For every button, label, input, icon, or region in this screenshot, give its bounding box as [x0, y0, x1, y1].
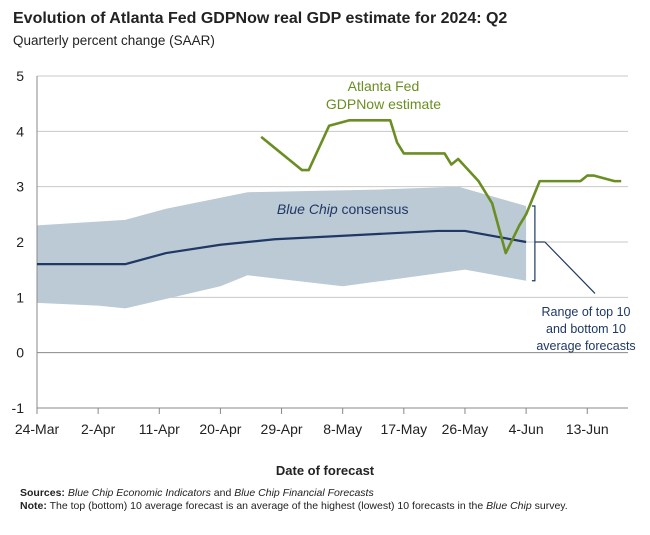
y-tick-label: 2 [16, 234, 24, 250]
x-tick-label: 4-Jun [509, 421, 544, 437]
x-tick-label: 26-May [442, 421, 489, 437]
gdpnow-series-label: Atlanta Fed [348, 78, 420, 94]
chart-subtitle: Quarterly percent change (SAAR) [13, 33, 215, 48]
note-text: The top (bottom) 10 average forecast is … [46, 500, 487, 512]
x-tick-label: 20-Apr [199, 421, 241, 437]
axis-layer: -1 0 1 2 3 4 5 24-Mar 2-Apr 11-Apr 20-Apr 29-Apr 8-M… [12, 68, 628, 437]
range-band-layer [37, 186, 527, 309]
x-tick-label: 13-Jun [566, 421, 609, 437]
source-2: Blue Chip Financial Forecasts [234, 487, 374, 499]
note-bluechip: Blue Chip [486, 500, 532, 512]
note-line: Note: The top (bottom) 10 average foreca… [20, 500, 635, 513]
x-tick-label: 29-Apr [261, 421, 303, 437]
x-tick-label: 2-Apr [81, 421, 116, 437]
y-tick-label: 0 [16, 345, 24, 361]
range-band [37, 186, 527, 309]
series-layer [37, 118, 622, 266]
bluechip-consensus-line [37, 229, 527, 266]
range-bracket [531, 205, 536, 282]
sources-label: Sources: [20, 487, 65, 499]
range-annotation-label: Range of top 10 [542, 305, 631, 319]
chart-title: Evolution of Atlanta Fed GDPNow real GDP… [13, 10, 508, 27]
x-tick-label: 17-May [380, 421, 427, 437]
footnotes: Sources: Blue Chip Economic Indicators a… [20, 487, 635, 513]
x-tick-label: 24-Mar [15, 421, 60, 437]
sources-joiner: and [210, 487, 235, 499]
x-tick-label: 8-May [323, 421, 362, 437]
x-tick-label: 11-Apr [139, 421, 180, 437]
range-annotation-label: average forecasts [536, 339, 635, 353]
y-tick-label: 4 [16, 123, 24, 139]
y-tick-label: -1 [12, 400, 25, 416]
sources-line: Sources: Blue Chip Economic Indicators a… [20, 487, 635, 500]
note-tail: survey. [531, 500, 568, 512]
y-tick-label: 1 [16, 289, 24, 305]
y-tick-label: 3 [16, 179, 24, 195]
bluechip-series-label: Blue Chip consensus [277, 201, 409, 217]
y-tick-label: 5 [16, 68, 24, 84]
range-annotation-label: and bottom 10 [546, 322, 626, 336]
range-leader-line [544, 241, 596, 294]
source-1: Blue Chip Economic Indicators [67, 487, 211, 499]
note-label: Note: [20, 500, 47, 512]
x-axis-label: Date of forecast [275, 463, 375, 478]
gdpnow-series-label: GDPNow estimate [326, 96, 441, 112]
gdpnow-line [260, 118, 622, 255]
annotation-layer: Atlanta Fed GDPNow estimate Blue Chip cons… [277, 78, 636, 353]
